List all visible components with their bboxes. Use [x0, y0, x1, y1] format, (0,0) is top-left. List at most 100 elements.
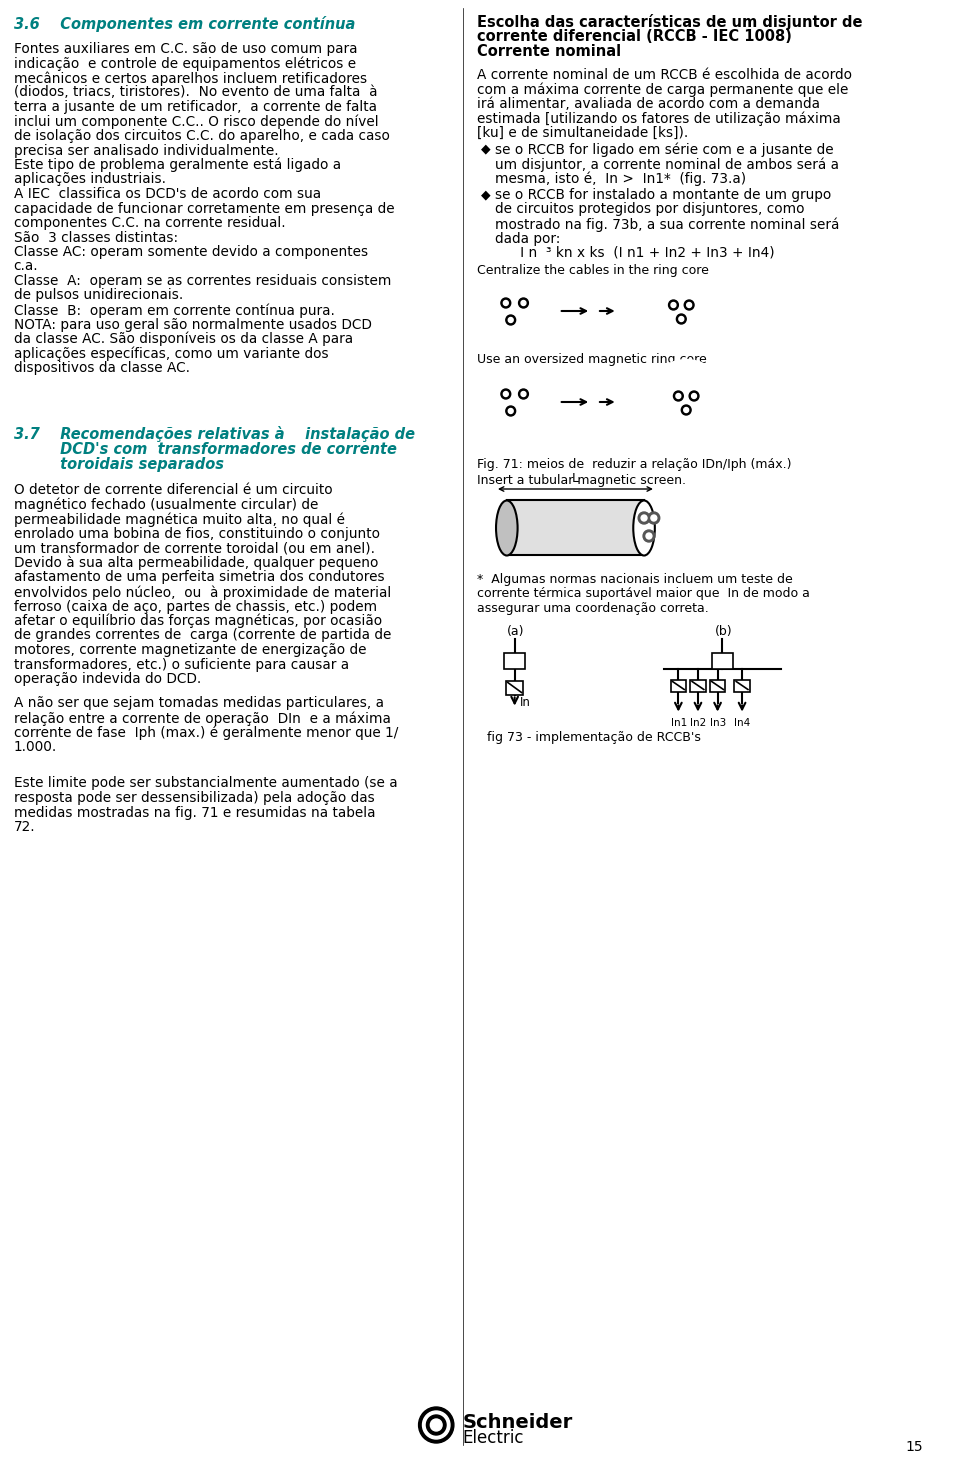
- Circle shape: [648, 511, 660, 524]
- Text: 3.7    Recomendações relativas à    instalação de: 3.7 Recomendações relativas à instalação…: [13, 425, 415, 441]
- Text: enrolado uma bobina de fios, constituindo o conjunto: enrolado uma bobina de fios, constituind…: [13, 527, 380, 541]
- Text: 15: 15: [906, 1441, 924, 1454]
- Circle shape: [521, 301, 526, 305]
- Text: In4: In4: [734, 717, 751, 728]
- Circle shape: [422, 1411, 450, 1439]
- Text: Este tipo de problema geralmente está ligado a: Este tipo de problema geralmente está li…: [13, 158, 341, 172]
- Circle shape: [506, 316, 516, 324]
- Circle shape: [506, 406, 516, 416]
- Text: se o RCCB for instalado a montante de um grupo: se o RCCB for instalado a montante de um…: [495, 188, 831, 202]
- Text: afastamento de uma perfeita simetria dos condutores: afastamento de uma perfeita simetria dos…: [13, 570, 384, 584]
- Bar: [709, 679, 726, 691]
- Text: 3.6    Componentes em corrente contínua: 3.6 Componentes em corrente contínua: [13, 16, 355, 32]
- Circle shape: [660, 375, 712, 430]
- Circle shape: [679, 317, 684, 321]
- Text: Schneider: Schneider: [463, 1413, 573, 1432]
- Text: corrente térmica suportável maior que  In de modo a: corrente térmica suportável maior que In…: [477, 587, 810, 600]
- Bar: [690, 679, 706, 691]
- Bar: [504, 653, 525, 669]
- Text: terra a jusante de um retificador,  a corrente de falta: terra a jusante de um retificador, a cor…: [13, 99, 376, 114]
- Text: DCD's com  transformadores de corrente: DCD's com transformadores de corrente: [13, 441, 396, 456]
- Text: I n  ³ kn x ks  (I n1 + In2 + In3 + In4): I n ³ kn x ks (I n1 + In2 + In3 + In4): [507, 245, 775, 260]
- Text: Devido à sua alta permeabilidade, qualquer pequeno: Devido à sua alta permeabilidade, qualqu…: [13, 557, 378, 570]
- Text: mecânicos e certos aparelhos incluem retificadores: mecânicos e certos aparelhos incluem ret…: [13, 72, 367, 86]
- Text: medidas mostradas na fig. 71 e resumidas na tabela: medidas mostradas na fig. 71 e resumidas…: [13, 805, 375, 820]
- Circle shape: [419, 1407, 454, 1443]
- Circle shape: [508, 317, 514, 323]
- Text: [ku] e de simultaneidade [ks]).: [ku] e de simultaneidade [ks]).: [477, 126, 688, 140]
- Circle shape: [518, 389, 528, 399]
- Text: Fontes auxiliares em C.C. são de uso comum para: Fontes auxiliares em C.C. são de uso com…: [13, 42, 357, 56]
- Bar: [506, 681, 523, 694]
- Text: Escolha das características de um disjuntor de: Escolha das características de um disjun…: [477, 15, 863, 31]
- Text: magnético fechado (usualmente circular) de: magnético fechado (usualmente circular) …: [13, 498, 318, 513]
- Circle shape: [684, 300, 694, 310]
- Circle shape: [643, 530, 655, 542]
- Text: Fig. 71: meios de  reduzir a relação IDn/Iph (máx.): Fig. 71: meios de reduzir a relação IDn/…: [477, 457, 792, 470]
- Text: ◆: ◆: [481, 143, 491, 155]
- Bar: [711, 653, 733, 669]
- Text: Corrente nominal: Corrente nominal: [477, 44, 621, 58]
- Circle shape: [677, 314, 686, 324]
- Circle shape: [483, 370, 546, 434]
- Circle shape: [684, 408, 688, 412]
- Text: In2: In2: [690, 717, 707, 728]
- Circle shape: [689, 392, 699, 400]
- Circle shape: [651, 514, 657, 522]
- Text: com a máxima corrente de carga permanente que ele: com a máxima corrente de carga permanent…: [477, 82, 849, 96]
- Text: se o RCCB for ligado em série com e a jusante de: se o RCCB for ligado em série com e a ju…: [495, 143, 833, 156]
- Text: mostrado na fig. 73b, a sua corrente nominal será: mostrado na fig. 73b, a sua corrente nom…: [495, 218, 839, 231]
- Text: aplicações industriais.: aplicações industriais.: [13, 172, 166, 187]
- Text: de pulsos unidirecionais.: de pulsos unidirecionais.: [13, 288, 183, 302]
- Circle shape: [503, 392, 508, 396]
- Text: (a): (a): [507, 624, 524, 637]
- Text: Use an oversized magnetic ring core: Use an oversized magnetic ring core: [477, 354, 708, 367]
- Ellipse shape: [634, 501, 655, 555]
- Text: A IEC  classifica os DCD's de acordo com sua: A IEC classifica os DCD's de acordo com …: [13, 187, 321, 202]
- Text: irá alimentar, avaliada de acordo com a demanda: irá alimentar, avaliada de acordo com a …: [477, 96, 821, 111]
- Text: Classe  B:  operam em corrente contínua pura.: Classe B: operam em corrente contínua pu…: [13, 302, 335, 317]
- Text: O detetor de corrente diferencial é um circuito: O detetor de corrente diferencial é um c…: [13, 484, 332, 498]
- Circle shape: [501, 298, 511, 308]
- Text: motores, corrente magnetizante de energização de: motores, corrente magnetizante de energi…: [13, 643, 366, 657]
- Text: capacidade de funcionar corretamente em presença de: capacidade de funcionar corretamente em …: [13, 202, 395, 216]
- Circle shape: [650, 279, 712, 343]
- Circle shape: [691, 393, 697, 399]
- Text: ferroso (caixa de aço, partes de chassis, etc.) podem: ferroso (caixa de aço, partes de chassis…: [13, 599, 377, 614]
- Circle shape: [483, 279, 546, 343]
- Text: transformadores, etc.) o suficiente para causar a: transformadores, etc.) o suficiente para…: [13, 657, 348, 672]
- Text: In3: In3: [709, 717, 726, 728]
- Bar: [734, 679, 750, 691]
- Circle shape: [494, 381, 536, 424]
- Text: In1: In1: [670, 717, 686, 728]
- Circle shape: [501, 389, 511, 399]
- Text: de circuitos protegidos por disjuntores, como: de circuitos protegidos por disjuntores,…: [495, 203, 804, 216]
- Text: corrente diferencial (RCCB - IEC 1008): corrente diferencial (RCCB - IEC 1008): [477, 29, 792, 44]
- Circle shape: [518, 298, 528, 308]
- Text: São  3 classes distintas:: São 3 classes distintas:: [13, 231, 178, 244]
- Text: aplicações específicas, como um variante dos: aplicações específicas, como um variante…: [13, 346, 328, 361]
- Text: componentes C.C. na corrente residual.: componentes C.C. na corrente residual.: [13, 216, 285, 229]
- Circle shape: [645, 359, 728, 444]
- Text: um disjuntor, a corrente nominal de ambos será a: um disjuntor, a corrente nominal de ambo…: [495, 156, 839, 171]
- Text: c.a.: c.a.: [13, 260, 38, 273]
- Text: In: In: [519, 697, 531, 710]
- Bar: [670, 679, 686, 691]
- Ellipse shape: [496, 501, 517, 555]
- Text: fig 73 - implementação de RCCB's: fig 73 - implementação de RCCB's: [488, 730, 701, 744]
- Text: estimada [utilizando os fatores de utilização máxima: estimada [utilizando os fatores de utili…: [477, 111, 841, 126]
- Circle shape: [521, 392, 526, 396]
- Circle shape: [641, 514, 647, 522]
- Circle shape: [686, 302, 691, 307]
- Text: de isolação dos circuitos C.C. do aparelho, e cada caso: de isolação dos circuitos C.C. do aparel…: [13, 129, 390, 143]
- Text: permeabilidade magnética muito alta, no qual é: permeabilidade magnética muito alta, no …: [13, 513, 345, 527]
- Text: 1.000.: 1.000.: [13, 741, 57, 754]
- Circle shape: [668, 300, 679, 310]
- Circle shape: [494, 289, 536, 332]
- Text: 72.: 72.: [13, 820, 36, 834]
- Text: Este limite pode ser substancialmente aumentado (se a: Este limite pode ser substancialmente au…: [13, 776, 397, 790]
- Text: indicação  e controle de equipamentos elétricos e: indicação e controle de equipamentos elé…: [13, 57, 356, 72]
- Circle shape: [638, 511, 650, 524]
- Circle shape: [660, 289, 702, 332]
- Text: Classe  A:  operam se as correntes residuais consistem: Classe A: operam se as correntes residua…: [13, 275, 391, 288]
